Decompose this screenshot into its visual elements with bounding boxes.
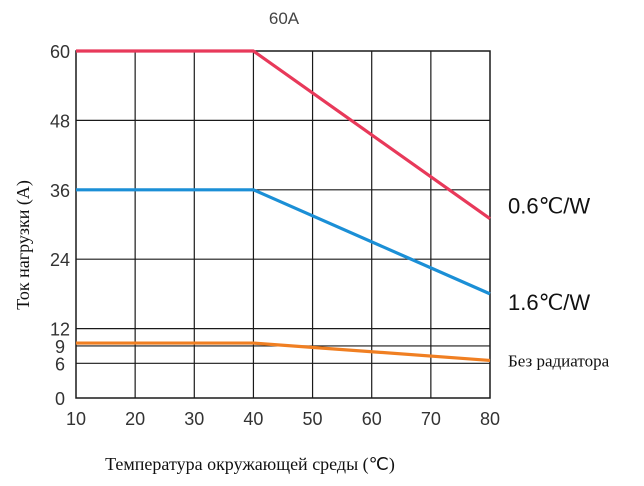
- series-label: 0.6℃/W: [508, 194, 590, 219]
- y-tick-label: 60: [50, 42, 70, 62]
- chart-title: 60A: [269, 9, 300, 28]
- x-tick-label: 60: [362, 409, 382, 429]
- series-labels: 0.6℃/W 1.6℃/W Без радиатора: [508, 194, 610, 371]
- series-line: [76, 188, 491, 296]
- y-axis-label: Ток нагрузки (A): [13, 180, 34, 310]
- y-tick-label: 48: [50, 111, 70, 131]
- y-tick-label: 6: [55, 354, 65, 374]
- x-tick-label: 20: [125, 409, 145, 429]
- plot-frame: [75, 50, 491, 399]
- y-tick-label: 9: [55, 337, 65, 357]
- x-tick-label: 30: [184, 409, 204, 429]
- y-tick-label: 0: [55, 389, 65, 409]
- x-tick-label: 10: [66, 409, 86, 429]
- series-label: Без радиатора: [508, 351, 610, 370]
- y-tick-label: 24: [50, 250, 70, 270]
- x-axis-ticks: 10 20 30 40 50 60 70 80: [66, 409, 500, 429]
- x-axis-label: Температура окружающей среды (℃): [105, 454, 395, 475]
- x-tick-label: 40: [243, 409, 263, 429]
- y-tick-label: 12: [50, 320, 70, 340]
- x-tick-label: 50: [303, 409, 323, 429]
- y-tick-label: 36: [50, 181, 70, 201]
- series-label: 1.6℃/W: [508, 290, 590, 315]
- series-line: [76, 341, 491, 363]
- x-tick-label: 80: [480, 409, 500, 429]
- series-lines: [76, 49, 491, 363]
- x-tick-label: 70: [421, 409, 441, 429]
- series-line: [76, 49, 491, 221]
